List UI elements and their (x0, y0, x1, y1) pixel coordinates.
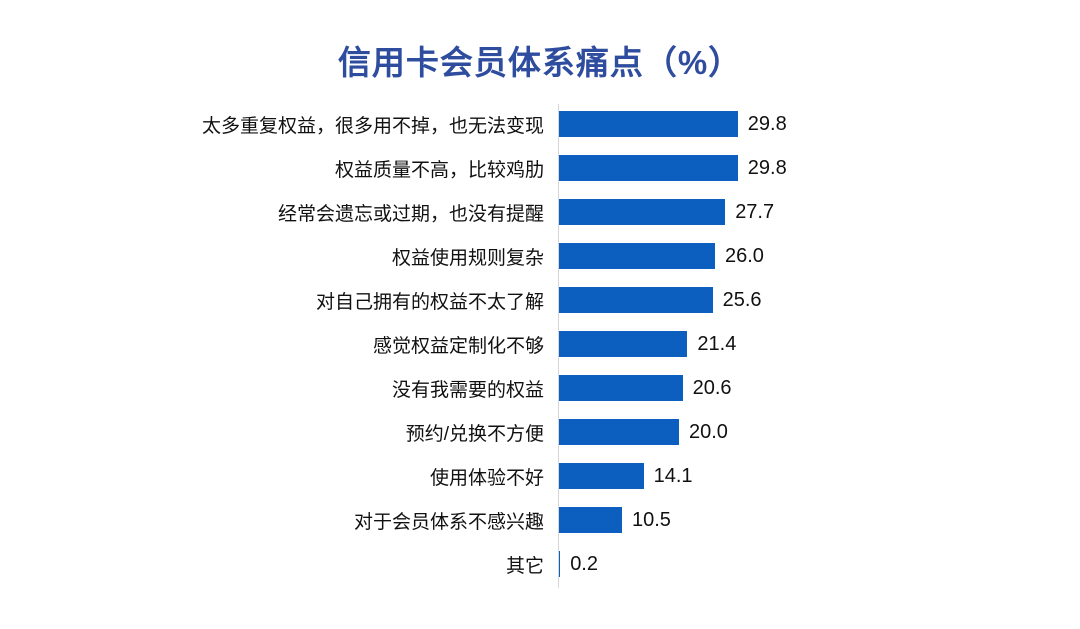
value-label: 10.5 (632, 508, 671, 531)
chart-row: 其它 0.2 (0, 542, 1080, 586)
chart-row: 使用体验不好 14.1 (0, 454, 1080, 498)
category-label: 没有我需要的权益 (391, 379, 544, 401)
category-label: 预约/兑换不方便 (405, 423, 544, 445)
value-label: 21.4 (697, 332, 737, 355)
chart-row: 感觉权益定制化不够 21.4 (0, 322, 1080, 366)
category-label: 对于会员体系不感兴趣 (353, 511, 544, 533)
chart-row: 太多重复权益，很多用不掉，也无法变现 29.8 (0, 102, 1080, 146)
bar (559, 199, 726, 225)
bar (559, 287, 713, 313)
value-label: 0.2 (570, 552, 598, 575)
value-label: 20.6 (692, 376, 732, 399)
bar (559, 155, 738, 181)
value-label: 27.7 (735, 200, 775, 223)
bar (559, 375, 683, 401)
bar (559, 111, 738, 137)
category-label: 感觉权益定制化不够 (372, 335, 544, 357)
category-label: 太多重复权益，很多用不掉，也无法变现 (201, 115, 544, 137)
chart-title: 信用卡会员体系痛点（%） (337, 44, 743, 81)
bar-chart: 太多重复权益，很多用不掉，也无法变现 29.8 权益质量不高，比较鸡肋 29.8… (0, 102, 1080, 586)
chart-row: 对自己拥有的权益不太了解 25.6 (0, 278, 1080, 322)
chart-row: 对于会员体系不感兴趣 10.5 (0, 498, 1080, 542)
category-axis-line (558, 104, 559, 588)
chart-row: 权益质量不高，比较鸡肋 29.8 (0, 146, 1080, 190)
value-label: 29.8 (747, 156, 787, 179)
value-label: 25.6 (722, 288, 762, 311)
category-label: 对自己拥有的权益不太了解 (315, 291, 544, 313)
value-label: 26.0 (725, 244, 764, 267)
category-label: 其它 (505, 555, 544, 577)
bar (559, 551, 561, 577)
bar (559, 243, 715, 269)
chart-row: 预约/兑换不方便 20.0 (0, 410, 1080, 454)
value-label: 14.1 (653, 464, 693, 487)
category-label: 权益使用规则复杂 (391, 247, 544, 269)
bar (559, 507, 622, 533)
chart-row: 没有我需要的权益 20.6 (0, 366, 1080, 410)
bar (559, 331, 688, 357)
category-label: 使用体验不好 (429, 467, 544, 489)
bar (559, 463, 644, 489)
category-label: 权益质量不高，比较鸡肋 (334, 159, 544, 181)
category-label: 经常会遗忘或过期，也没有提醒 (277, 203, 544, 225)
value-label: 20.0 (689, 420, 728, 443)
bar (559, 419, 679, 445)
chart-row: 经常会遗忘或过期，也没有提醒 27.7 (0, 190, 1080, 234)
chart-row: 权益使用规则复杂 26.0 (0, 234, 1080, 278)
value-label: 29.8 (747, 112, 787, 135)
